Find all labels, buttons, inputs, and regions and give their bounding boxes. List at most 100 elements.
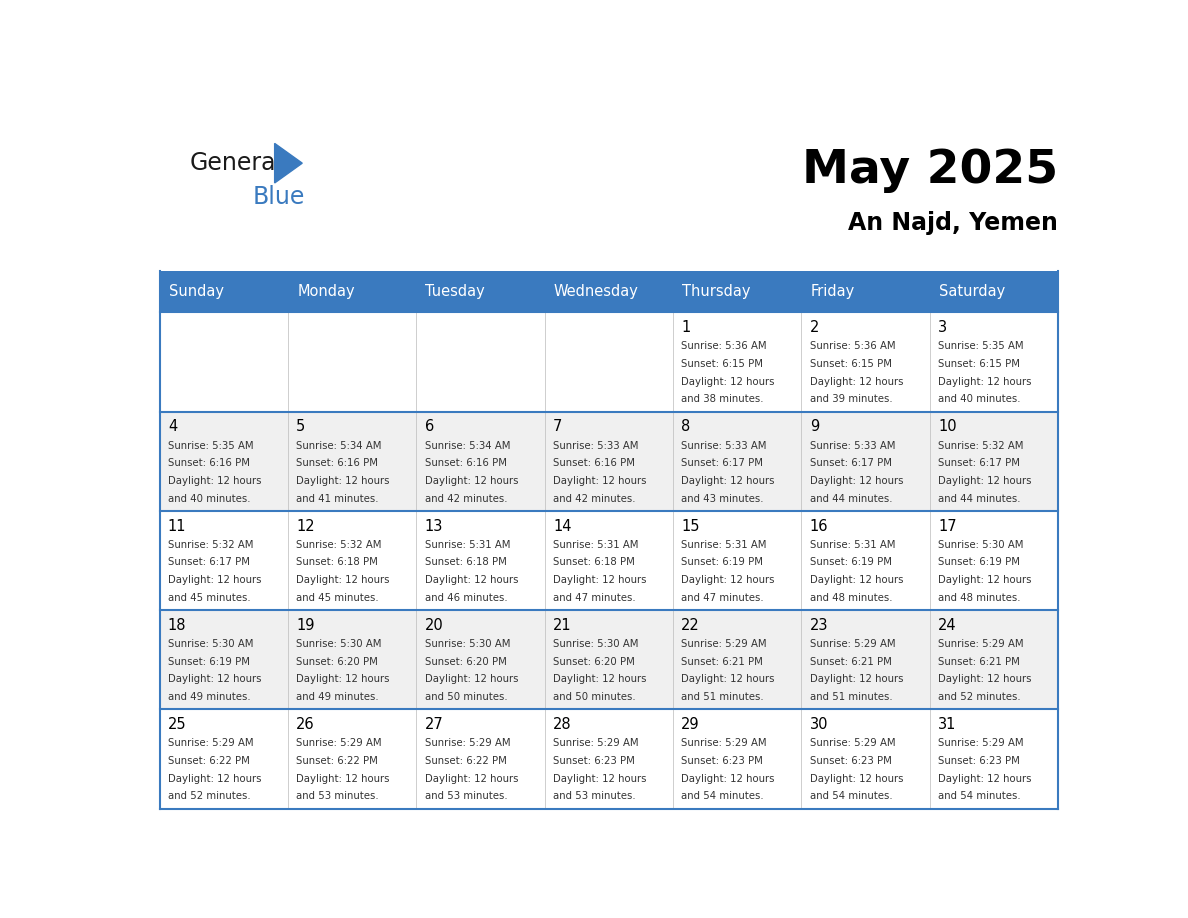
Text: Sunrise: 5:30 AM: Sunrise: 5:30 AM <box>424 639 510 649</box>
Text: and 53 minutes.: and 53 minutes. <box>552 791 636 801</box>
Text: Daylight: 12 hours: Daylight: 12 hours <box>424 476 518 486</box>
Text: and 52 minutes.: and 52 minutes. <box>168 791 251 801</box>
Text: 15: 15 <box>682 519 700 533</box>
Text: and 46 minutes.: and 46 minutes. <box>424 593 507 603</box>
Text: Sunset: 6:23 PM: Sunset: 6:23 PM <box>810 756 891 766</box>
Text: Sunrise: 5:35 AM: Sunrise: 5:35 AM <box>939 341 1024 352</box>
Text: May 2025: May 2025 <box>802 148 1059 193</box>
Text: Sunrise: 5:29 AM: Sunrise: 5:29 AM <box>939 738 1024 748</box>
Text: Sunrise: 5:34 AM: Sunrise: 5:34 AM <box>296 441 381 451</box>
Bar <box>930 272 1059 312</box>
Text: Sunset: 6:22 PM: Sunset: 6:22 PM <box>168 756 249 766</box>
Bar <box>802 510 930 610</box>
Text: Saturday: Saturday <box>939 285 1005 299</box>
Bar <box>287 510 416 610</box>
Text: General: General <box>190 151 283 175</box>
Bar <box>930 510 1059 610</box>
Text: Sunrise: 5:29 AM: Sunrise: 5:29 AM <box>296 738 381 748</box>
Text: 8: 8 <box>682 420 690 434</box>
Text: 4: 4 <box>168 420 177 434</box>
Text: and 54 minutes.: and 54 minutes. <box>810 791 892 801</box>
Bar <box>674 610 802 710</box>
Text: 9: 9 <box>810 420 819 434</box>
Text: and 42 minutes.: and 42 minutes. <box>424 494 507 504</box>
Text: Sunset: 6:23 PM: Sunset: 6:23 PM <box>939 756 1020 766</box>
Text: Sunset: 6:17 PM: Sunset: 6:17 PM <box>168 557 249 567</box>
Text: Sunset: 6:15 PM: Sunset: 6:15 PM <box>682 359 764 369</box>
Text: 25: 25 <box>168 717 187 732</box>
Text: 21: 21 <box>552 618 571 633</box>
Bar <box>930 710 1059 809</box>
Text: 17: 17 <box>939 519 956 533</box>
Bar <box>287 610 416 710</box>
Text: 10: 10 <box>939 420 956 434</box>
Bar <box>287 312 416 411</box>
Bar <box>416 312 544 411</box>
Text: Sunrise: 5:34 AM: Sunrise: 5:34 AM <box>424 441 510 451</box>
Text: 19: 19 <box>296 618 315 633</box>
Bar <box>930 312 1059 411</box>
Text: Daylight: 12 hours: Daylight: 12 hours <box>939 576 1031 585</box>
Text: 2: 2 <box>810 320 819 335</box>
Text: Daylight: 12 hours: Daylight: 12 hours <box>552 774 646 784</box>
Text: Sunrise: 5:30 AM: Sunrise: 5:30 AM <box>552 639 638 649</box>
Bar <box>416 411 544 510</box>
Text: An Najd, Yemen: An Najd, Yemen <box>848 211 1059 235</box>
Text: Sunset: 6:19 PM: Sunset: 6:19 PM <box>810 557 892 567</box>
Text: Friday: Friday <box>810 285 855 299</box>
Text: Sunrise: 5:32 AM: Sunrise: 5:32 AM <box>939 441 1024 451</box>
Text: Sunrise: 5:29 AM: Sunrise: 5:29 AM <box>810 738 896 748</box>
Polygon shape <box>274 143 302 183</box>
Bar <box>674 411 802 510</box>
Text: Sunset: 6:22 PM: Sunset: 6:22 PM <box>424 756 506 766</box>
Text: 23: 23 <box>810 618 828 633</box>
Text: Sunset: 6:21 PM: Sunset: 6:21 PM <box>810 656 891 666</box>
Text: Daylight: 12 hours: Daylight: 12 hours <box>810 576 903 585</box>
Text: and 49 minutes.: and 49 minutes. <box>168 692 251 702</box>
Text: Daylight: 12 hours: Daylight: 12 hours <box>296 476 390 486</box>
Text: Thursday: Thursday <box>682 285 751 299</box>
Text: Sunset: 6:18 PM: Sunset: 6:18 PM <box>552 557 634 567</box>
Bar <box>802 610 930 710</box>
Text: Blue: Blue <box>253 185 305 209</box>
Bar <box>802 411 930 510</box>
Text: Sunset: 6:17 PM: Sunset: 6:17 PM <box>682 458 764 468</box>
Text: and 40 minutes.: and 40 minutes. <box>168 494 251 504</box>
Bar <box>544 411 674 510</box>
Bar <box>930 411 1059 510</box>
Bar <box>287 272 416 312</box>
Text: and 40 minutes.: and 40 minutes. <box>939 395 1020 404</box>
Text: 3: 3 <box>939 320 947 335</box>
Text: Wednesday: Wednesday <box>554 285 639 299</box>
Bar <box>544 610 674 710</box>
Text: and 41 minutes.: and 41 minutes. <box>296 494 379 504</box>
Text: Sunset: 6:16 PM: Sunset: 6:16 PM <box>296 458 378 468</box>
Text: 29: 29 <box>682 717 700 732</box>
Text: Sunset: 6:23 PM: Sunset: 6:23 PM <box>682 756 763 766</box>
Text: Daylight: 12 hours: Daylight: 12 hours <box>682 576 775 585</box>
Text: Daylight: 12 hours: Daylight: 12 hours <box>552 675 646 685</box>
Text: Sunrise: 5:33 AM: Sunrise: 5:33 AM <box>552 441 638 451</box>
Text: Daylight: 12 hours: Daylight: 12 hours <box>939 376 1031 386</box>
Text: Tuesday: Tuesday <box>425 285 485 299</box>
Text: Sunset: 6:21 PM: Sunset: 6:21 PM <box>682 656 763 666</box>
Text: Sunset: 6:18 PM: Sunset: 6:18 PM <box>424 557 506 567</box>
Bar <box>674 312 802 411</box>
Text: Sunrise: 5:31 AM: Sunrise: 5:31 AM <box>682 540 766 550</box>
Text: and 49 minutes.: and 49 minutes. <box>296 692 379 702</box>
Text: Sunrise: 5:29 AM: Sunrise: 5:29 AM <box>682 639 767 649</box>
Bar <box>802 312 930 411</box>
Text: 30: 30 <box>810 717 828 732</box>
Text: 12: 12 <box>296 519 315 533</box>
Text: Daylight: 12 hours: Daylight: 12 hours <box>682 376 775 386</box>
Text: and 52 minutes.: and 52 minutes. <box>939 692 1020 702</box>
Bar <box>674 710 802 809</box>
Bar <box>287 710 416 809</box>
Text: Sunrise: 5:30 AM: Sunrise: 5:30 AM <box>296 639 381 649</box>
Text: Daylight: 12 hours: Daylight: 12 hours <box>682 476 775 486</box>
Text: Daylight: 12 hours: Daylight: 12 hours <box>168 774 261 784</box>
Text: 27: 27 <box>424 717 443 732</box>
Text: 26: 26 <box>296 717 315 732</box>
Text: 24: 24 <box>939 618 956 633</box>
Text: Daylight: 12 hours: Daylight: 12 hours <box>810 774 903 784</box>
